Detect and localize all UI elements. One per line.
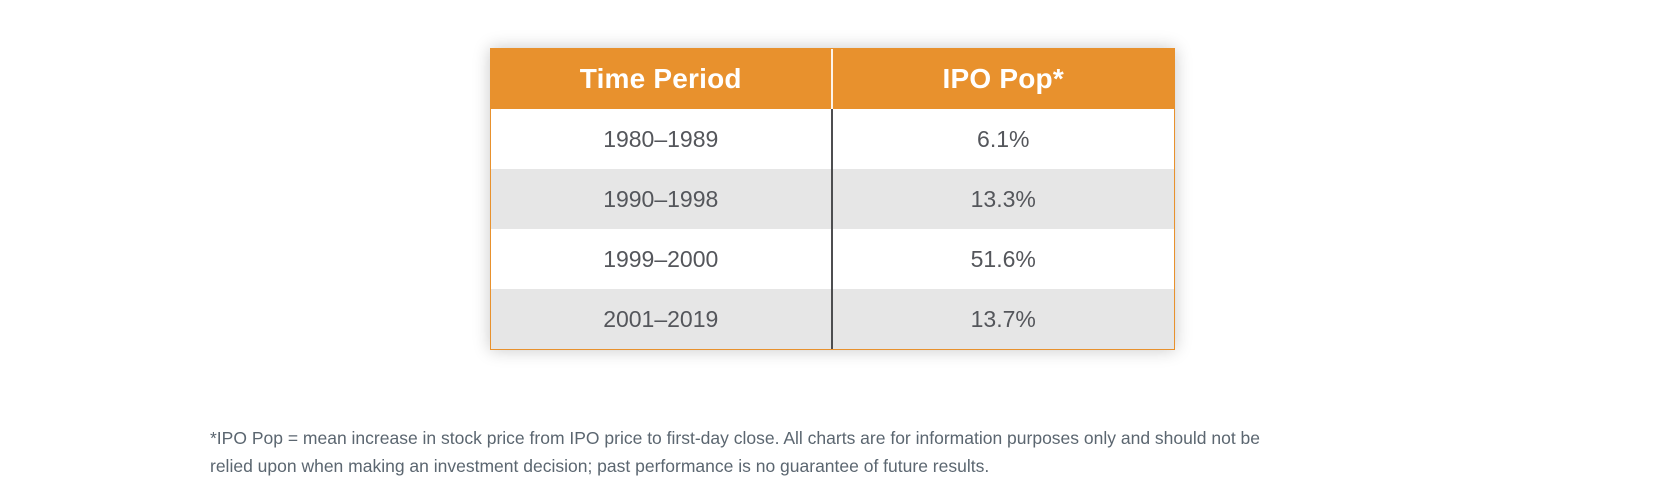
col-header-time-period: Time Period [491,49,833,109]
col-header-ipo-pop: IPO Pop* [942,63,1064,94]
footnote-line-1: *IPO Pop = mean increase in stock price … [210,428,1261,448]
cell-time-period: 1999–2000 [491,229,833,289]
table-row: 1999–2000 51.6% [491,229,1174,289]
cell-ipo-pop: 13.3% [970,185,1036,212]
ipo-pop-table: Time Period IPO Pop* 1980–1989 6.1% 1990… [490,48,1175,350]
cell-time-period: 2001–2019 [491,289,833,349]
cell-ipo-pop: 13.7% [970,305,1036,332]
footnote-line-2: relied upon when making an investment de… [210,456,990,476]
table-row: 1990–1998 13.3% [491,169,1174,229]
cell-ipo-pop: 6.1% [977,125,1030,152]
table-header-row: Time Period IPO Pop* [491,49,1174,109]
cell-time-period: 1990–1998 [491,169,833,229]
cell-ipo-pop: 51.6% [970,245,1036,272]
footnote: *IPO Pop = mean increase in stock price … [210,424,1260,480]
cell-time-period: 1980–1989 [491,109,833,169]
table-row: 2001–2019 13.7% [491,289,1174,349]
table-row: 1980–1989 6.1% [491,109,1174,169]
